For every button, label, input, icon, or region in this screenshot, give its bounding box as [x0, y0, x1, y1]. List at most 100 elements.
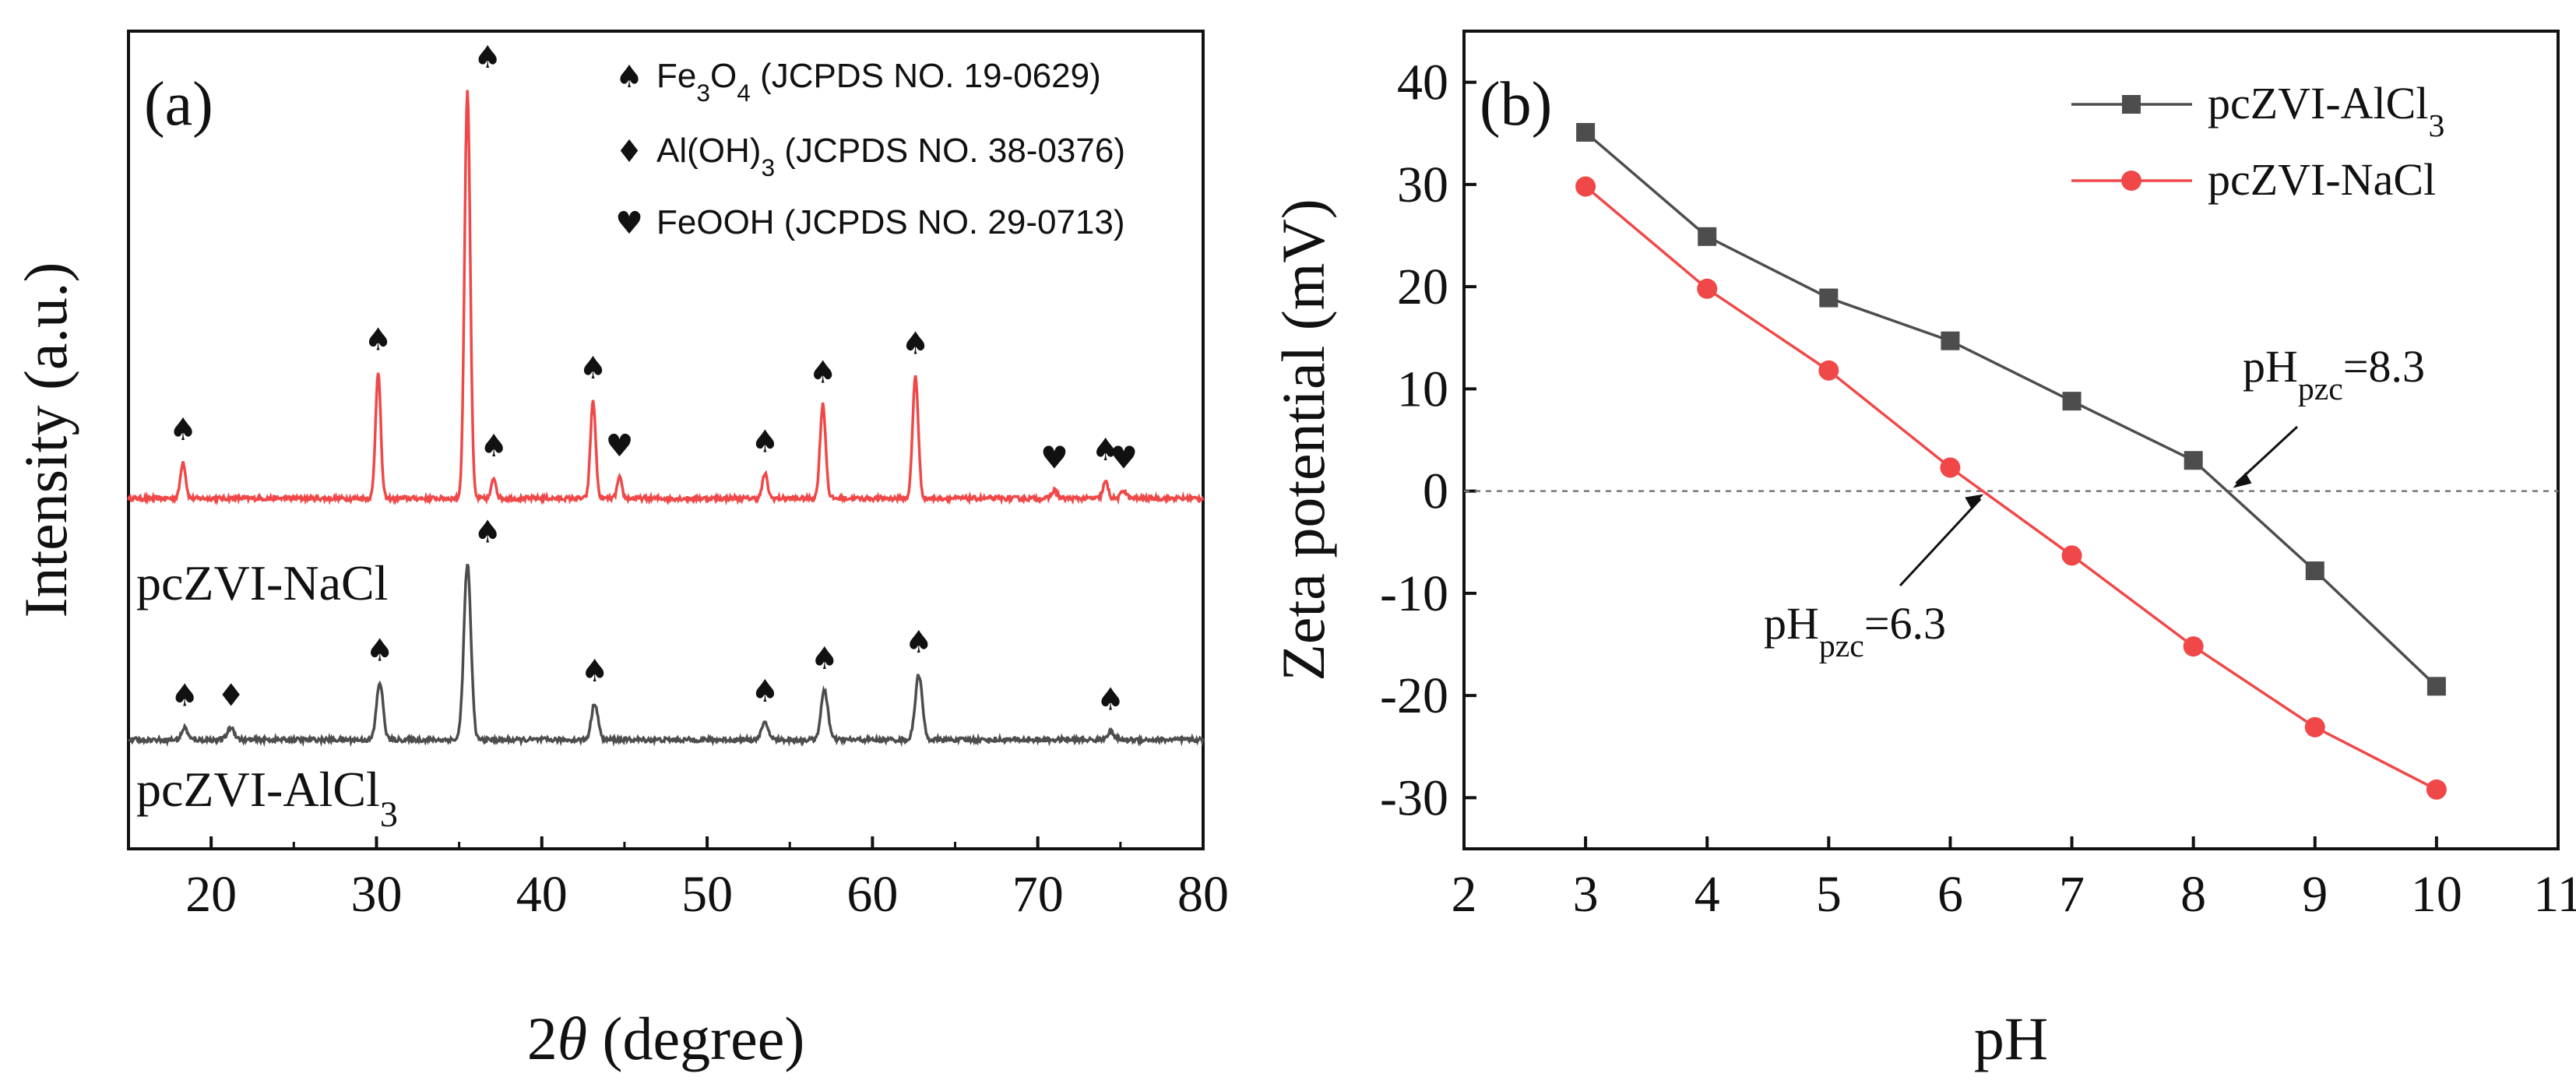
- xrd-peak-marker-icon: ♠: [169, 412, 197, 448]
- xrd-x-tick-label: 70: [1012, 866, 1064, 923]
- zeta-point-circle: [1697, 278, 1718, 299]
- xrd-panel-label: (a): [144, 70, 213, 139]
- xrd-x-axis-title-part: 2: [527, 1005, 558, 1072]
- xrd-legend-ref: (JCPDS NO. 29-0713): [775, 203, 1125, 241]
- xrd-peak-marker-icon: ♠: [473, 40, 501, 76]
- xrd-legend-compound: Fe3O4 (JCPDS NO. 19-0629): [656, 57, 1101, 107]
- xrd-x-tick-label: 50: [681, 866, 733, 923]
- zeta-point-square: [1576, 122, 1596, 142]
- zeta-x-tick-label: 6: [1937, 866, 1963, 923]
- zeta-x-tick-label: 3: [1573, 866, 1599, 923]
- xrd-peak-marker-icon: ♠: [1092, 432, 1120, 468]
- legend-symbol-icon: ♠: [615, 59, 643, 95]
- zeta-x-tick-label: 9: [2302, 866, 2328, 923]
- xrd-x-tick-label: 20: [185, 866, 237, 923]
- zeta-y-tick-label: -30: [1380, 769, 1448, 826]
- xrd-series-label-part: 3: [380, 794, 398, 834]
- xrd-peak-marker-icon: ♠: [579, 350, 607, 386]
- zeta-point-circle: [1818, 360, 1839, 381]
- zeta-legend-label: pcZVI-AlCl3: [2208, 78, 2444, 144]
- zeta-x-tick-label: 8: [2180, 866, 2206, 923]
- xrd-legend-compound-part: FeOOH: [656, 203, 775, 241]
- zeta-point-square: [1941, 331, 1960, 350]
- xrd-series-label-part: pcZVI-AlCl: [136, 762, 380, 817]
- legend-symbol-icon: ♥: [615, 206, 643, 241]
- legend-symbol-icon: ♦: [615, 134, 643, 170]
- xrd-peak-marker-icon: ♦: [217, 678, 245, 713]
- xrd-peak-marker-icon: ♠: [473, 514, 501, 550]
- xrd-x-tick-label: 40: [516, 866, 568, 923]
- zeta-x-axis-title: pH: [1974, 1005, 2048, 1072]
- xrd-legend-compound-part: Fe: [656, 57, 696, 95]
- zeta-annotation-pzc-6-part: pH: [1764, 598, 1819, 649]
- zeta-x-tick-label: 2: [1452, 866, 1477, 923]
- xrd-legend-ref: (JCPDS NO. 19-0629): [751, 57, 1101, 95]
- zeta-point-square: [2062, 392, 2082, 411]
- zeta-y-tick-label: 0: [1423, 463, 1448, 520]
- zeta-y-tick-label: 30: [1397, 157, 1448, 213]
- xrd-legend-compound-part: 4: [737, 79, 751, 107]
- xrd-peak-marker-icon: ♠: [581, 653, 609, 689]
- xrd-y-axis-title: Intensity (a.u.): [12, 262, 79, 618]
- xrd-peak-marker-icon: ♠: [811, 641, 839, 677]
- zeta-x-tick-label: 7: [2059, 866, 2085, 923]
- xrd-peak-marker-icon: ♥: [1040, 441, 1068, 477]
- xrd-legend-compound-part: O: [710, 57, 737, 95]
- xrd-peak-marker-icon: ♥: [1110, 441, 1138, 477]
- zeta-annotation-pzc-6: pHpzc=6.3: [1764, 598, 1946, 664]
- zeta-y-axis-title: Zeta potential (mV): [1269, 199, 1337, 681]
- zeta-x-tick-label: 5: [1816, 866, 1842, 923]
- zeta-point-square: [2426, 677, 2446, 696]
- zeta-annotation-pzc-8-part: =8.3: [2343, 341, 2425, 392]
- zeta-y-tick-label: -20: [1380, 667, 1448, 724]
- zeta-annotation-pzc-8-part: pH: [2243, 341, 2298, 392]
- xrd-x-axis-title-part: (degree): [587, 1005, 804, 1072]
- xrd-x-tick-label: 60: [846, 866, 898, 923]
- xrd-chart: 20 30 40 50 60 70 80 2θ (degree) Intensity (a.u.…: [12, 30, 1229, 1072]
- zeta-chart: 2 3 4 5 6 7 8 9 10 11 -30 -20 -10 0 10 20 30 40 pH Zeta pot…: [1269, 30, 2576, 1072]
- xrd-peak-marker-icon: ♠: [364, 322, 392, 357]
- xrd-peak-marker-icon: ♠: [902, 326, 930, 362]
- zeta-point-square: [2305, 561, 2324, 580]
- xrd-legend-ref: (JCPDS NO. 38-0376): [775, 132, 1125, 170]
- zeta-point-circle: [2061, 545, 2082, 566]
- xrd-series-line-1: [127, 563, 1205, 748]
- zeta-legend-square-icon: [2122, 95, 2141, 114]
- zeta-point-circle: [2426, 779, 2447, 800]
- zeta-point-square: [1819, 288, 1839, 308]
- xrd-plot-frame: [127, 30, 1205, 850]
- xrd-x-axis-title: 2θ (degree): [527, 1005, 805, 1072]
- xrd-legend-compound-part: Al(OH): [656, 132, 761, 170]
- zeta-legend-circle-icon: [2121, 171, 2141, 191]
- zeta-annotation-pzc-6-part: =6.3: [1864, 598, 1946, 649]
- xrd-x-tick-label: 80: [1177, 866, 1229, 923]
- xrd-series-line-0: [127, 90, 1205, 506]
- zeta-point-circle: [2304, 716, 2325, 737]
- zeta-y-tick-label: 10: [1397, 361, 1448, 417]
- zeta-x-tick-label: 4: [1694, 866, 1720, 923]
- xrd-legend-compound-part: 3: [696, 79, 710, 107]
- zeta-point-square: [1698, 227, 1717, 246]
- xrd-series-label: pcZVI-AlCl3: [136, 762, 398, 834]
- zeta-arrow-head-icon: [1965, 494, 1984, 509]
- xrd-series-label: pcZVI-NaCl: [136, 555, 388, 611]
- xrd-peak-marker-icon: ♠: [809, 354, 837, 390]
- zeta-point-circle: [1575, 176, 1596, 197]
- zeta-point-circle: [2183, 636, 2204, 657]
- zeta-annotation-arrow: [1899, 498, 1982, 587]
- xrd-peak-marker-icon: ♠: [366, 633, 394, 669]
- zeta-annotation-pzc-8: pHpzc=8.3: [2243, 341, 2425, 407]
- zeta-legend-label-part: pcZVI-AlCl: [2208, 78, 2429, 128]
- xrd-peak-marker-icon: ♥: [606, 428, 634, 464]
- xrd-peak-marker-icon: ♠: [751, 674, 779, 709]
- zeta-annotation-pzc-8-part: pzc: [2298, 371, 2343, 407]
- xrd-series-label-part: pcZVI-NaCl: [136, 555, 388, 611]
- zeta-legend-label-part: pcZVI-NaCl: [2208, 154, 2436, 205]
- xrd-legend-compound-part: 3: [761, 153, 775, 181]
- xrd-peak-marker-icon: ♠: [751, 424, 779, 460]
- xrd-x-axis-title-part: θ: [558, 1005, 587, 1072]
- xrd-legend-compound: FeOOH (JCPDS NO. 29-0713): [656, 203, 1125, 241]
- zeta-x-tick-label: 11: [2533, 866, 2576, 923]
- zeta-annotation-pzc-6-part: pzc: [1819, 628, 1864, 664]
- xrd-peak-marker-icon: ♠: [905, 625, 933, 660]
